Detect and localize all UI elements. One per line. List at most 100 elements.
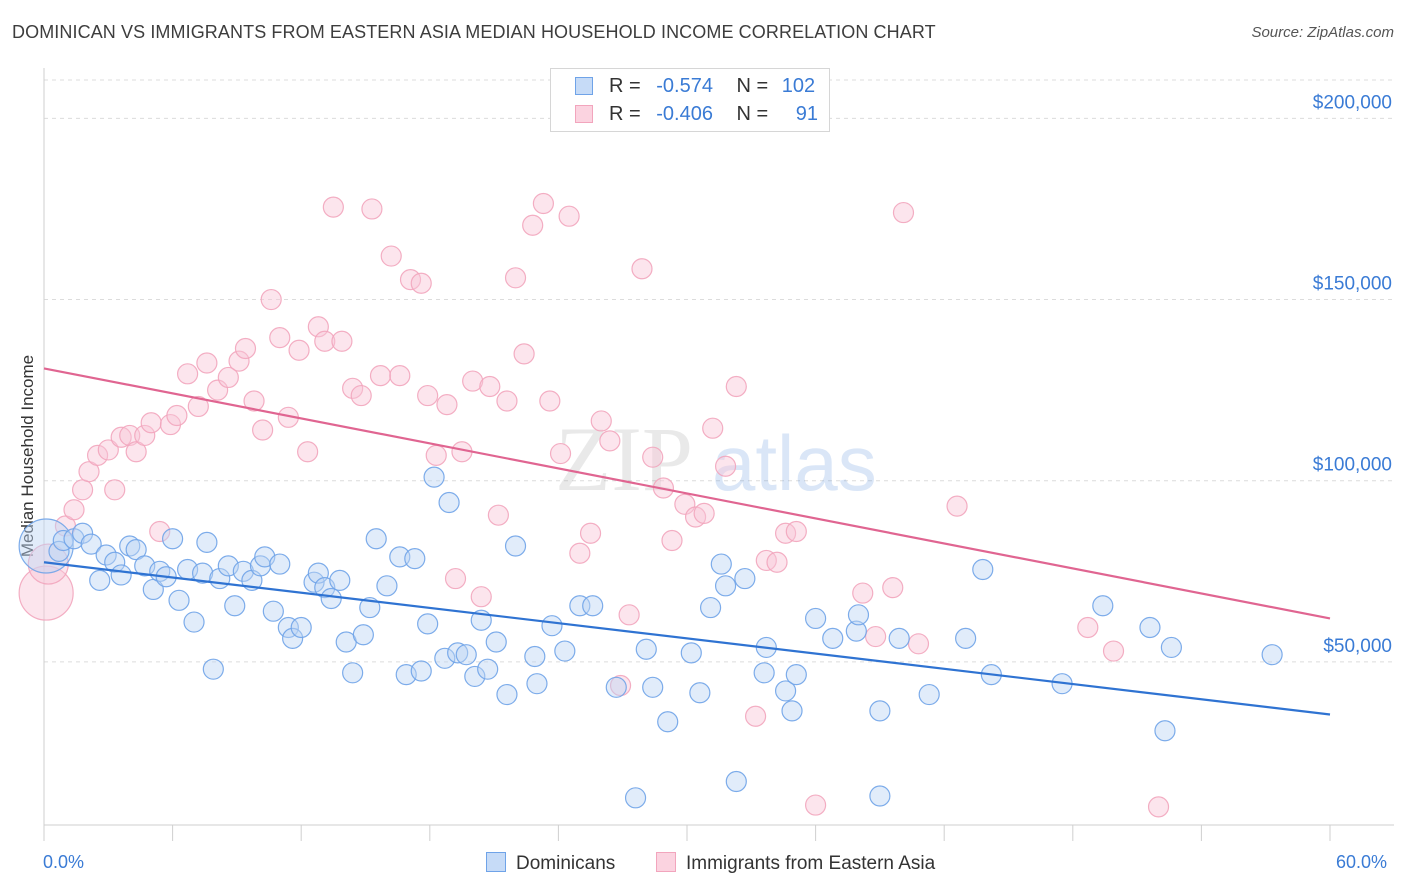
data-point-immigrants xyxy=(599,430,621,452)
data-point-dominicans xyxy=(410,660,432,682)
data-point-immigrants xyxy=(631,258,653,280)
data-point-immigrants xyxy=(532,192,554,215)
data-point-dominicans xyxy=(196,531,218,553)
r-label: R = xyxy=(609,103,641,125)
data-point-dominicans xyxy=(918,683,940,706)
data-point-immigrants xyxy=(110,426,132,448)
watermark-zip: ZIP xyxy=(555,408,693,510)
data-point-immigrants xyxy=(260,288,282,311)
data-point-immigrants xyxy=(714,455,737,477)
data-point-immigrants xyxy=(907,633,930,655)
data-point-immigrants xyxy=(297,441,319,463)
data-point-immigrants xyxy=(196,352,218,374)
data-point-dominicans xyxy=(95,544,117,566)
data-point-immigrants xyxy=(417,384,439,407)
data-point-dominicans xyxy=(18,518,74,574)
data-point-immigrants xyxy=(558,205,580,227)
data-point-immigrants xyxy=(522,214,544,236)
data-point-immigrants xyxy=(288,339,310,361)
data-point-immigrants xyxy=(134,424,156,447)
data-point-immigrants xyxy=(1147,796,1170,818)
data-point-immigrants xyxy=(774,522,797,544)
data-point-dominicans xyxy=(168,589,190,611)
legend-swatch-pink xyxy=(656,852,676,872)
legend-swatch-blue xyxy=(486,852,506,872)
data-point-dominicans xyxy=(224,595,246,617)
legend-swatch-pink xyxy=(575,105,593,123)
data-point-immigrants xyxy=(104,479,126,501)
y-tick-label: $100,000 xyxy=(1313,455,1392,476)
data-point-dominicans xyxy=(455,644,477,666)
data-point-immigrants xyxy=(331,330,353,352)
data-point-dominicans xyxy=(725,770,747,793)
data-point-dominicans xyxy=(162,528,184,550)
data-point-dominicans xyxy=(329,569,351,591)
r-label: R = xyxy=(609,75,641,97)
data-point-dominicans xyxy=(438,491,460,514)
data-point-dominicans xyxy=(822,627,844,649)
data-point-immigrants xyxy=(322,196,344,218)
data-point-dominicans xyxy=(290,616,312,639)
data-point-dominicans xyxy=(365,528,387,550)
legend-item-dominicans: Dominicans xyxy=(486,852,615,875)
data-point-dominicans xyxy=(464,665,486,688)
data-point-dominicans xyxy=(847,604,870,626)
data-point-immigrants xyxy=(78,461,100,483)
data-point-dominicans xyxy=(110,564,132,586)
n-value: 102 xyxy=(781,75,816,97)
data-point-immigrants xyxy=(618,604,640,626)
n-value: 91 xyxy=(795,103,819,125)
n-label: N = xyxy=(736,103,769,125)
data-point-immigrants xyxy=(166,404,188,427)
data-point-immigrants xyxy=(18,565,74,621)
data-point-dominicans xyxy=(804,607,827,630)
data-point-dominicans xyxy=(972,558,994,581)
data-point-dominicans xyxy=(635,638,657,660)
trend-line-immigrants xyxy=(43,367,1331,620)
data-point-dominicans xyxy=(605,676,627,698)
data-point-immigrants xyxy=(755,549,777,572)
data-point-dominicans xyxy=(624,787,647,809)
legend-swatch-blue xyxy=(575,77,593,95)
data-point-dominicans xyxy=(52,529,74,552)
data-point-immigrants xyxy=(892,201,915,224)
data-point-dominicans xyxy=(753,662,775,684)
data-point-dominicans xyxy=(582,595,604,617)
y-tick-labels: $50,000 $100,000 $150,000 $200,000 xyxy=(1313,92,1392,657)
series-legend: Dominicans Immigrants from Eastern Asia xyxy=(0,852,1406,878)
axes xyxy=(43,68,1394,841)
data-point-dominicans xyxy=(1092,595,1114,617)
data-point-immigrants xyxy=(804,794,827,816)
data-point-immigrants xyxy=(684,506,707,528)
data-point-dominicans xyxy=(710,553,732,575)
data-point-dominicans xyxy=(119,535,141,557)
data-point-immigrants xyxy=(744,705,767,727)
data-point-dominicans xyxy=(1154,720,1176,742)
data-point-dominicans xyxy=(869,785,891,807)
data-point-dominicans xyxy=(642,676,664,698)
data-point-immigrants xyxy=(882,577,904,599)
data-point-dominicans xyxy=(541,615,563,637)
data-point-dominicans xyxy=(526,673,548,695)
data-point-dominicans xyxy=(734,567,756,590)
data-point-immigrants xyxy=(642,446,664,468)
data-point-dominicans xyxy=(320,587,342,610)
data-point-immigrants xyxy=(785,520,807,543)
source-label: Source: ZipAtlas.com xyxy=(1251,24,1394,41)
data-point-dominicans xyxy=(1160,636,1182,659)
r-value: -0.406 xyxy=(656,103,713,125)
data-point-dominicans xyxy=(477,658,499,680)
data-point-dominicans xyxy=(434,647,456,669)
series-dominicans-points xyxy=(18,466,1283,809)
data-point-dominicans xyxy=(125,538,147,561)
data-point-immigrants xyxy=(361,198,383,220)
y-tick-label: $50,000 xyxy=(1323,636,1392,657)
data-point-dominicans xyxy=(202,658,224,680)
data-point-dominicans xyxy=(277,616,299,639)
y-tick-label: $200,000 xyxy=(1313,92,1392,113)
data-point-immigrants xyxy=(693,502,715,524)
data-point-immigrants xyxy=(217,366,239,389)
data-point-dominicans xyxy=(359,596,381,619)
data-point-immigrants xyxy=(86,444,109,466)
